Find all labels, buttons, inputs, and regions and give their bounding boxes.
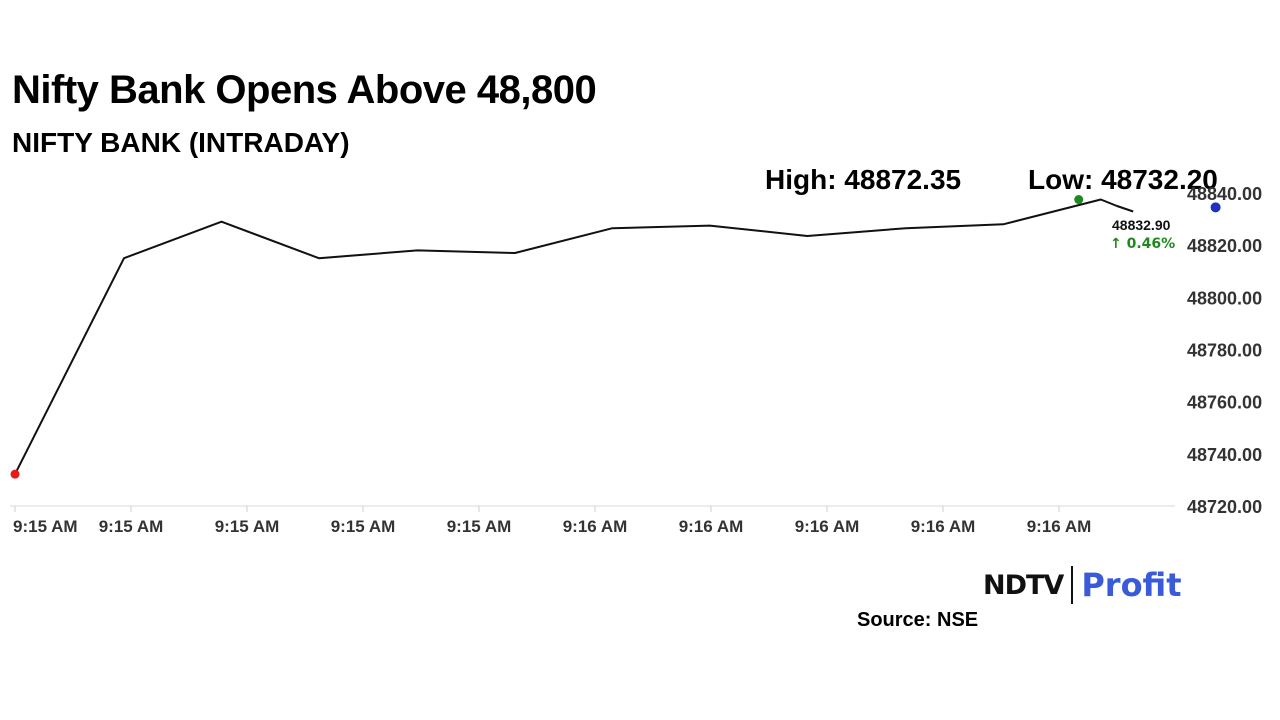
marker-layer — [10, 195, 1221, 479]
x-tick-label: 9:15 AM — [331, 517, 396, 536]
open-point-marker — [10, 469, 20, 479]
x-tick-label: 9:15 AM — [13, 517, 78, 536]
change-percent-label: ↑ 0.46% — [1110, 236, 1175, 252]
x-tick-label: 9:15 AM — [99, 517, 164, 536]
source-note: Source: NSE — [857, 609, 979, 631]
x-tick-label: 9:16 AM — [679, 517, 744, 536]
y-tick-label: 48720.00 — [1187, 497, 1262, 517]
logo-divider — [1071, 566, 1074, 604]
x-tick-label: 9:15 AM — [447, 517, 512, 536]
last-value-label: 48832.90 — [1112, 217, 1171, 233]
low-stat-label: Low: 48732.20 — [1028, 164, 1218, 195]
x-tick-label: 9:16 AM — [563, 517, 628, 536]
y-tick-label: 48800.00 — [1187, 288, 1262, 308]
logo-ndtv-text: NDTV — [983, 569, 1064, 601]
page-title: Nifty Bank Opens Above 48,800 — [12, 68, 597, 112]
x-tick-label: 9:16 AM — [911, 517, 976, 536]
series-layer — [14, 198, 1134, 475]
chart-subtitle: NIFTY BANK (INTRADAY) — [12, 127, 350, 158]
series-line — [14, 198, 1134, 475]
high-stat-label: High: 48872.35 — [765, 164, 962, 195]
logo-profit-text: Profit — [1081, 566, 1182, 604]
y-tick-label: 48820.00 — [1187, 236, 1262, 256]
high-point-marker — [1074, 195, 1084, 205]
current-point-marker — [1210, 202, 1221, 213]
y-tick-label: 48780.00 — [1187, 341, 1262, 361]
x-tick-label: 9:16 AM — [795, 517, 860, 536]
x-tick-label: 9:16 AM — [1027, 517, 1092, 536]
x-axis: 9:15 AM 9:15 AM 9:15 AM 9:15 AM 9:15 AM 9:16 … — [10, 505, 1175, 536]
x-tick-label: 9:15 AM — [215, 517, 280, 536]
y-tick-label: 48760.00 — [1187, 393, 1262, 413]
y-tick-label: 48840.00 — [1187, 184, 1262, 204]
y-axis: 48720.00 48740.00 48760.00 48780.00 48800.00… — [1187, 184, 1262, 517]
annotation-layer: 48832.90 ↑ 0.46% — [1110, 217, 1175, 252]
y-tick-label: 48740.00 — [1187, 445, 1262, 465]
ndtv-profit-logo: NDTV Profit — [983, 563, 1182, 607]
